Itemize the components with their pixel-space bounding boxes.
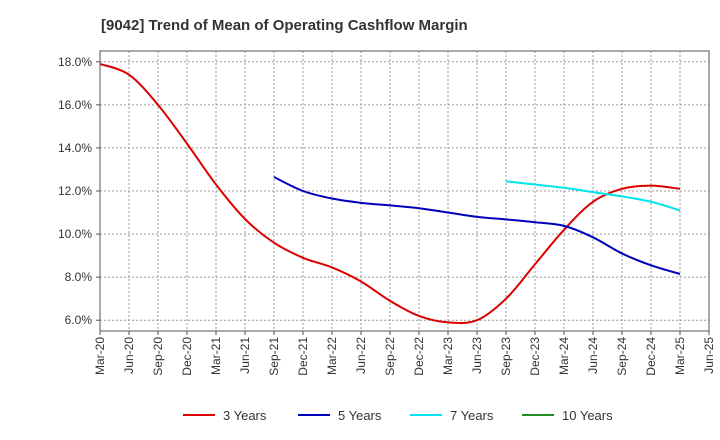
legend-label-7-years: 7 Years: [450, 408, 494, 423]
x-tick-label: Jun-22: [354, 337, 368, 374]
legend: 3 Years 5 Years 7 Years 10 Years: [183, 408, 613, 423]
y-tick-label: 16.0%: [58, 98, 92, 112]
y-tick-label: 8.0%: [65, 270, 93, 284]
x-tick-label: Jun-24: [586, 337, 600, 374]
x-axis: Mar-20 Jun-20 Sep-20 Dec-20 Mar-21 Jun-21 Sep-…: [93, 331, 716, 376]
x-tick-label: Mar-23: [441, 337, 455, 375]
x-tick-label: Mar-24: [557, 337, 571, 375]
legend-label-3-years: 3 Years: [223, 408, 267, 423]
y-tick-label: 14.0%: [58, 141, 92, 155]
series-line-7-years: [505, 180, 681, 212]
x-tick-label: Jun-25: [702, 337, 716, 374]
x-tick-label: Dec-20: [180, 337, 194, 376]
y-axis: 6.0% 8.0% 10.0% 12.0% 14.0% 16.0% 18.0%: [58, 55, 100, 327]
x-tick-label: Dec-21: [296, 337, 310, 376]
x-tick-label: Sep-24: [615, 337, 629, 376]
y-tick-label: 18.0%: [58, 55, 92, 69]
x-tick-label: Sep-22: [383, 337, 397, 376]
x-tick-label: Dec-23: [528, 337, 542, 376]
x-tick-label: Mar-20: [93, 337, 107, 375]
x-tick-label: Jun-23: [470, 337, 484, 374]
x-tick-label: Jun-20: [122, 337, 136, 374]
legend-label-5-years: 5 Years: [338, 408, 382, 423]
series-lines: [99, 62, 681, 325]
x-tick-label: Sep-21: [267, 337, 281, 376]
y-tick-label: 6.0%: [65, 313, 93, 327]
x-tick-label: Mar-21: [209, 337, 223, 375]
x-tick-label: Dec-24: [644, 337, 658, 376]
legend-label-10-years: 10 Years: [562, 408, 613, 423]
x-tick-label: Sep-23: [499, 337, 513, 376]
y-tick-label: 10.0%: [58, 227, 92, 241]
series-line-3-years: [99, 62, 681, 325]
series-line-5-years: [273, 176, 681, 275]
x-tick-label: Dec-22: [412, 337, 426, 376]
plot-border: [99, 50, 710, 332]
x-tick-label: Mar-25: [673, 337, 687, 375]
x-tick-label: Jun-21: [238, 337, 252, 374]
chart-title: [9042] Trend of Mean of Operating Cashfl…: [101, 17, 468, 34]
y-tick-label: 12.0%: [58, 184, 92, 198]
x-tick-label: Sep-20: [151, 337, 165, 376]
x-tick-label: Mar-22: [325, 337, 339, 375]
